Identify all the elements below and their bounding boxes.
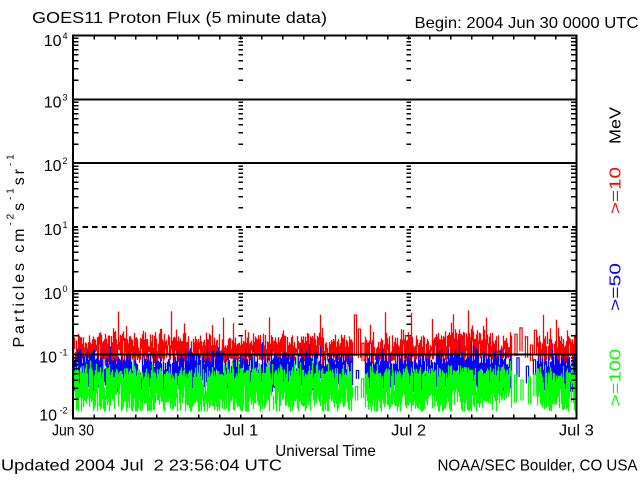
svg-text:NOAA/SEC Boulder, CO USA: NOAA/SEC Boulder, CO USA: [438, 458, 638, 475]
svg-text:Universal Time: Universal Time: [275, 443, 376, 460]
svg-text:>=50: >=50: [608, 263, 625, 311]
svg-text:Jul 3: Jul 3: [559, 423, 594, 440]
svg-text:>=10: >=10: [608, 167, 625, 214]
svg-text:GOES11 Proton Flux (5 minute d: GOES11 Proton Flux (5 minute data): [32, 10, 327, 27]
svg-text:Begin: 2004 Jun 30 0000 UTC: Begin: 2004 Jun 30 0000 UTC: [415, 15, 639, 32]
svg-text:Jul 1: Jul 1: [223, 423, 258, 440]
svg-text:>=100: >=100: [608, 349, 625, 406]
svg-text:MeV: MeV: [608, 107, 625, 144]
svg-text:Updated 2004 Jul 2 23:56:04 U: Updated 2004 Jul 2 23:56:04 UTC: [1, 458, 282, 475]
svg-text:Jul 2: Jul 2: [391, 423, 426, 440]
svg-text:Jun 30: Jun 30: [52, 423, 94, 440]
svg-text:Particles cm-2s-1sr-1: Particles cm-2s-1sr-1: [6, 151, 29, 347]
